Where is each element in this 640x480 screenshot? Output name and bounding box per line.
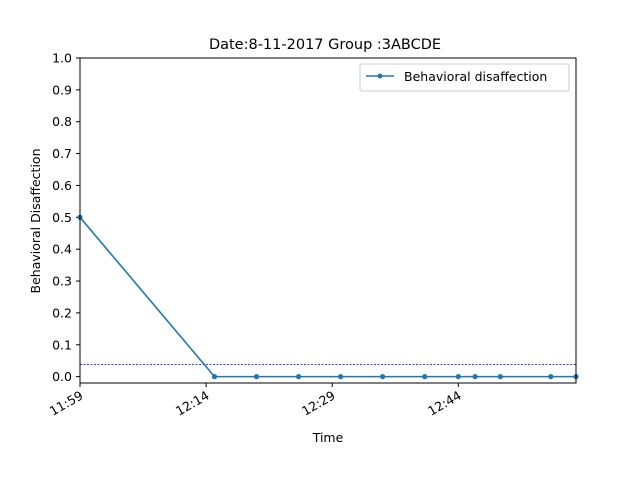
y-tick-label: 0.6 <box>52 178 72 193</box>
y-tick-label: 0.5 <box>52 210 72 225</box>
data-point <box>497 374 503 380</box>
data-point <box>548 374 554 380</box>
data-point <box>380 374 386 380</box>
plot-frame <box>79 57 577 384</box>
y-tick-label: 0.9 <box>52 82 72 97</box>
chart-title: Date:8-11-2017 Group :3ABCDE <box>209 37 441 53</box>
y-tick-label: 0.1 <box>52 337 72 352</box>
data-point <box>338 374 344 380</box>
y-tick-label: 1.0 <box>52 51 72 66</box>
y-tick-label: 0.7 <box>52 146 72 161</box>
y-tick-label: 0.8 <box>52 114 72 129</box>
data-point <box>455 374 461 380</box>
series-line <box>79 216 576 378</box>
y-axis: 0.0 0.1 0.2 0.3 0.4 0.5 0.6 0.7 0.8 0.9 1.0 <box>52 51 80 384</box>
legend-marker <box>377 73 383 79</box>
data-point <box>253 374 260 380</box>
legend-label: Behavioral disaffection <box>404 69 547 84</box>
y-tick-label: 0.4 <box>52 242 72 257</box>
legend-box <box>359 63 570 92</box>
y-tick-label: 0.0 <box>52 369 72 384</box>
data-point <box>422 374 428 380</box>
y-tick-label: 0.2 <box>52 305 72 320</box>
x-axis-label: Time <box>312 430 344 445</box>
data-point <box>472 374 478 380</box>
data-point <box>211 374 218 380</box>
y-tick-label: 0.3 <box>52 274 72 289</box>
y-axis-label: Behavioral Disaffection <box>28 148 43 293</box>
legend: Behavioral disaffection <box>359 63 570 92</box>
data-point <box>295 374 302 380</box>
